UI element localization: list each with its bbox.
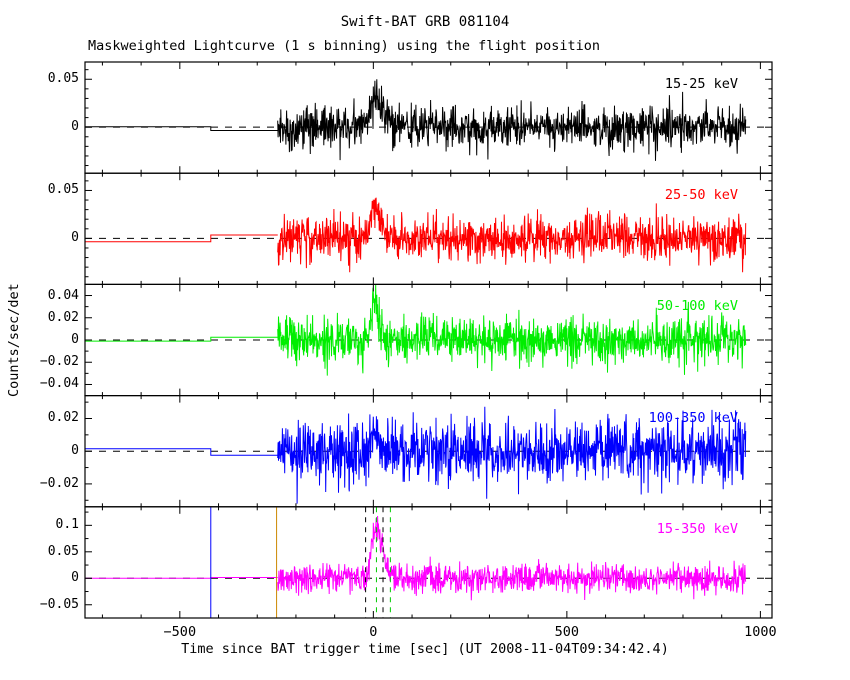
panel-label-25-50-kev: 25-50 keV [664,187,738,204]
y-tick-label: 0.1 [55,517,79,533]
plot-title: Swift-BAT GRB 081104 [340,14,510,30]
y-tick-label: 0 [71,119,79,135]
y-tick-label: 0.04 [47,287,79,303]
x-tick-label: −500 [163,624,197,640]
y-axis-label: Counts/sec/det [6,283,22,397]
x-tick-label: 1000 [744,624,777,640]
y-tick-label: −0.05 [39,596,79,612]
y-tick-label: 0.05 [47,182,79,198]
y-tick-label: −0.02 [39,475,79,491]
x-tick-label: 0 [369,624,378,640]
x-tick-label: 500 [554,624,580,640]
y-tick-label: 0 [71,332,79,347]
panel-label-50-100-kev: 50-100 keV [656,298,738,315]
panel-label-15-350-kev: 15-350 keV [656,520,738,537]
y-tick-label: −0.02 [39,354,79,370]
y-tick-label: 0 [71,230,79,246]
y-tick-label: 0.05 [47,71,79,87]
y-tick-label: 0 [71,570,79,586]
y-tick-label: 0.02 [47,309,79,325]
y-tick-label: 0.05 [47,543,79,559]
y-tick-label: 0 [71,443,79,459]
plot-subtitle: Maskweighted Lightcurve (1 s binning) us… [88,38,601,54]
panel-label-100-350-kev: 100-350 keV [648,409,738,426]
y-tick-label: 0.02 [47,410,79,426]
y-tick-label: −0.04 [39,376,79,392]
panel-label-15-25-kev: 15-25 keV [664,76,738,92]
x-axis-label: Time since BAT trigger time [sec] (UT 20… [181,641,669,657]
